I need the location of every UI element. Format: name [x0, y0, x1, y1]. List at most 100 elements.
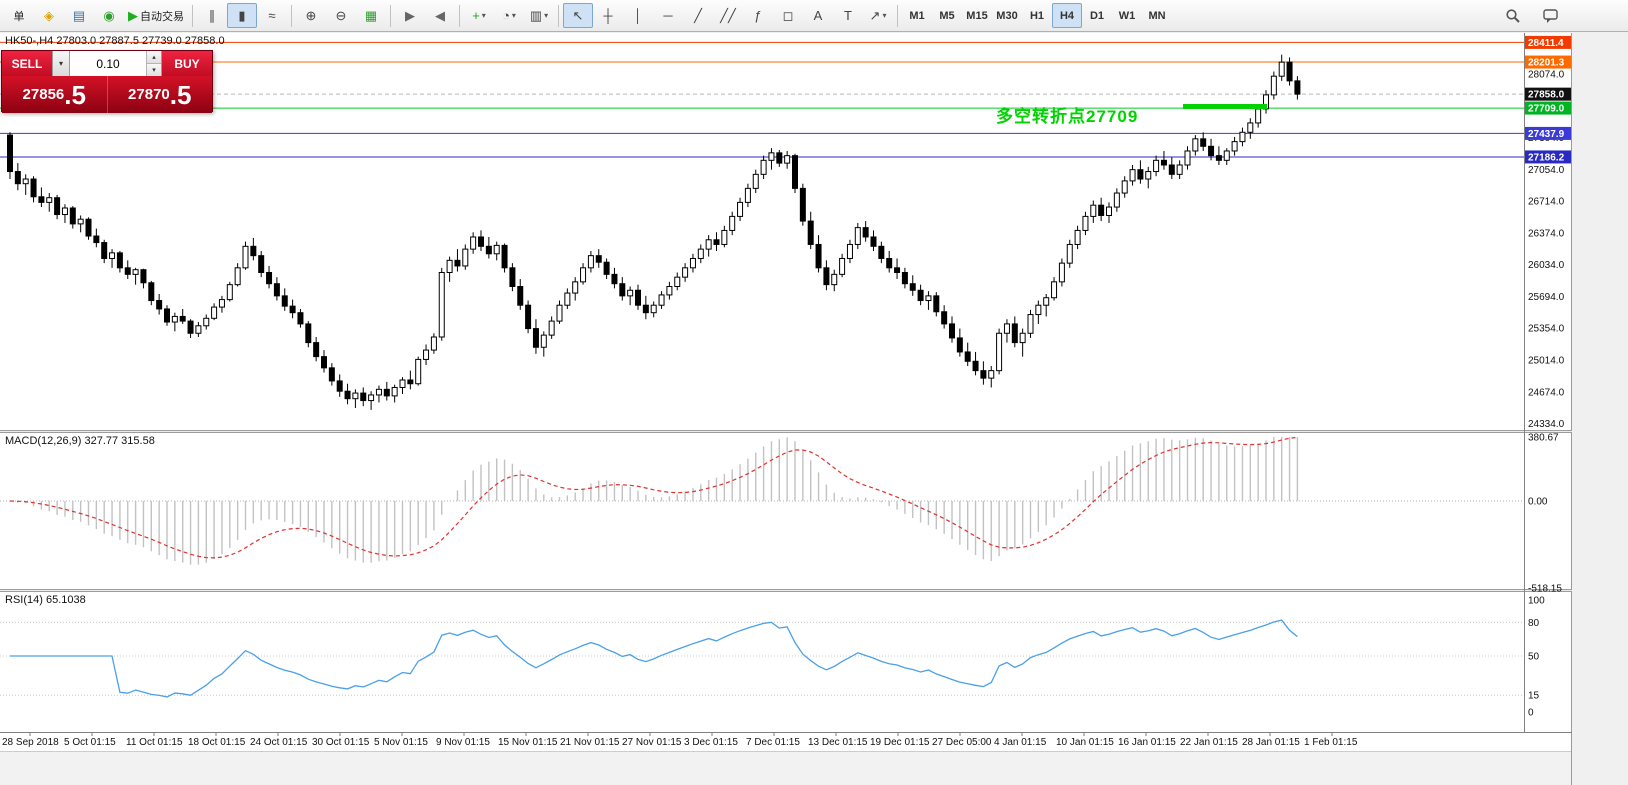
horizontal-line-button[interactable]: ─ [653, 3, 683, 28]
timeframe-h1-button[interactable]: H1 [1029, 9, 1045, 22]
timeframe-m5-button[interactable]: M5 [939, 9, 955, 22]
chart-shift-button[interactable]: ◀ [425, 3, 455, 28]
toolbar-separator [291, 4, 292, 27]
toolbar-separator [897, 4, 898, 27]
cursor-button[interactable]: ↖ [563, 3, 593, 28]
svg-text:28 Sep 2018: 28 Sep 2018 [2, 737, 59, 748]
svg-text:50: 50 [1528, 652, 1540, 663]
chevron-down-icon: ▾ [58, 59, 63, 68]
toolbar: 单 ◈ ▤ ◉ ▶ 自动交易 ∥ ▮ ≈ ⊕ ⊖ ▦ ▶ ◀ + ▾ ◔ ▾ ▥ ▾ ↖ ┼ │ ─ ╱ ╱╱ ƒ ◻ A T ↗ ▾ M1 M… [0, 0, 1628, 32]
timeframe-h4-button[interactable]: H4 [1052, 3, 1082, 28]
svg-text:22 Jan 01:15: 22 Jan 01:15 [1180, 737, 1238, 748]
volume-dropdown-button[interactable]: ▾ [52, 51, 70, 76]
tile-windows-button[interactable]: ▦ [356, 3, 386, 28]
annotation-line[interactable] [1183, 104, 1267, 109]
new-order-button[interactable]: 单 [4, 3, 34, 28]
candles-layer [7, 54, 1301, 410]
sell-price-button[interactable]: 27856.5 [2, 76, 107, 113]
trendline-button[interactable]: ╱ [683, 3, 713, 28]
buy-price-int: 27870 [128, 86, 170, 103]
svg-text:24334.0: 24334.0 [1528, 419, 1565, 430]
trendline-icon: ╱ [694, 8, 702, 23]
svg-text:26374.0: 26374.0 [1528, 228, 1565, 239]
toolbar-separator [390, 4, 391, 27]
svg-text:5 Oct 01:15: 5 Oct 01:15 [64, 737, 116, 748]
indicators-button[interactable]: + ▾ [464, 3, 494, 28]
auto-trading-button[interactable]: ▶ 自动交易 [124, 3, 188, 28]
svg-text:26034.0: 26034.0 [1528, 260, 1565, 271]
channel-icon: ╱╱ [720, 8, 736, 23]
shapes-icon: ◻ [782, 8, 794, 23]
zoom-in-icon: ⊕ [305, 8, 317, 23]
sell-button[interactable]: SELL [2, 51, 52, 76]
indicators-icon: + [472, 8, 480, 23]
svg-text:5 Nov 01:15: 5 Nov 01:15 [374, 737, 428, 748]
templates-icon: ▥ [529, 8, 543, 23]
candlestick-chart-button[interactable]: ▮ [227, 3, 257, 28]
charts-window-button[interactable]: ◈ [34, 3, 64, 28]
auto-trading-icon: ▶ [128, 8, 138, 23]
svg-text:9 Nov 01:15: 9 Nov 01:15 [436, 737, 490, 748]
crosshair-button[interactable]: ┼ [593, 3, 623, 28]
auto-scroll-button[interactable]: ▶ [395, 3, 425, 28]
auto-scroll-icon: ▶ [405, 8, 415, 23]
search-button[interactable] [1498, 3, 1528, 28]
timeframe-m30-button[interactable]: M30 [996, 9, 1018, 22]
timeframe-m1-button[interactable]: M1 [909, 9, 925, 22]
text-label-button[interactable]: T [833, 3, 863, 28]
charts-window-icon: ◈ [44, 8, 54, 23]
svg-text:13 Dec 01:15: 13 Dec 01:15 [808, 737, 868, 748]
vertical-line-button[interactable]: │ [623, 3, 653, 28]
timeframe-m15-button[interactable]: M15 [966, 9, 988, 22]
chart-canvas[interactable]: 28074.027734.027394.027054.026714.026374… [0, 33, 1572, 785]
timeframe-d1-button[interactable]: D1 [1089, 9, 1105, 22]
periods-button[interactable]: ◔ ▾ [494, 3, 524, 28]
macd-layer [0, 436, 1524, 565]
buy-price-button[interactable]: 27870.5 [106, 76, 213, 113]
svg-text:1 Feb 01:15: 1 Feb 01:15 [1304, 737, 1358, 748]
toolbar-timeframes: M1 M5 M15 M30 H1 H4 D1 W1 MN [902, 3, 1172, 28]
fibonacci-button[interactable]: ƒ [743, 3, 773, 28]
svg-text:27858.0: 27858.0 [1528, 90, 1565, 101]
chart-area[interactable]: 28074.027734.027394.027054.026714.026374… [0, 33, 1572, 785]
zoom-out-button[interactable]: ⊖ [326, 3, 356, 28]
svg-text:27186.2: 27186.2 [1528, 152, 1565, 163]
bottom-strip [0, 751, 1571, 785]
rsi-layer [0, 619, 1524, 698]
svg-text:25014.0: 25014.0 [1528, 355, 1565, 366]
svg-text:21 Nov 01:15: 21 Nov 01:15 [560, 737, 620, 748]
volume-down-button[interactable]: ▾ [146, 63, 161, 76]
svg-text:4 Jan 01:15: 4 Jan 01:15 [994, 737, 1047, 748]
svg-text:24674.0: 24674.0 [1528, 387, 1565, 398]
templates-button[interactable]: ▥ ▾ [524, 3, 554, 28]
svg-text:26714.0: 26714.0 [1528, 197, 1565, 208]
volume-field: ▴ ▾ [70, 51, 162, 76]
buy-button[interactable]: BUY [162, 51, 212, 76]
zoom-in-button[interactable]: ⊕ [296, 3, 326, 28]
line-chart-button[interactable]: ≈ [257, 3, 287, 28]
periods-icon: ◔ [502, 8, 510, 23]
svg-text:10 Jan 01:15: 10 Jan 01:15 [1056, 737, 1114, 748]
annotation-text[interactable]: 多空转折点27709 [996, 107, 1139, 126]
timeframe-w1-button[interactable]: W1 [1118, 9, 1136, 22]
shapes-button[interactable]: ◻ [773, 3, 803, 28]
channel-button[interactable]: ╱╱ [713, 3, 743, 28]
volume-input[interactable] [70, 51, 146, 76]
bar-chart-button[interactable]: ∥ [197, 3, 227, 28]
sell-price-frac: .5 [64, 79, 86, 110]
chat-button[interactable] [1536, 3, 1566, 28]
text-button[interactable]: A [803, 3, 833, 28]
svg-text:7 Dec 01:15: 7 Dec 01:15 [746, 737, 800, 748]
svg-text:24 Oct 01:15: 24 Oct 01:15 [250, 737, 308, 748]
volume-up-button[interactable]: ▴ [146, 51, 161, 63]
svg-text:15: 15 [1528, 691, 1540, 702]
svg-text:27 Nov 01:15: 27 Nov 01:15 [622, 737, 682, 748]
timeframe-mn-button[interactable]: MN [1148, 9, 1166, 22]
data-window-button[interactable]: ▤ [64, 3, 94, 28]
strategy-tester-button[interactable]: ◉ [94, 3, 124, 28]
new-order-button-label: 单 [13, 10, 25, 23]
crosshair-icon: ┼ [603, 8, 613, 23]
text-icon: A [813, 8, 823, 23]
arrows-button[interactable]: ↗ ▾ [863, 3, 893, 28]
